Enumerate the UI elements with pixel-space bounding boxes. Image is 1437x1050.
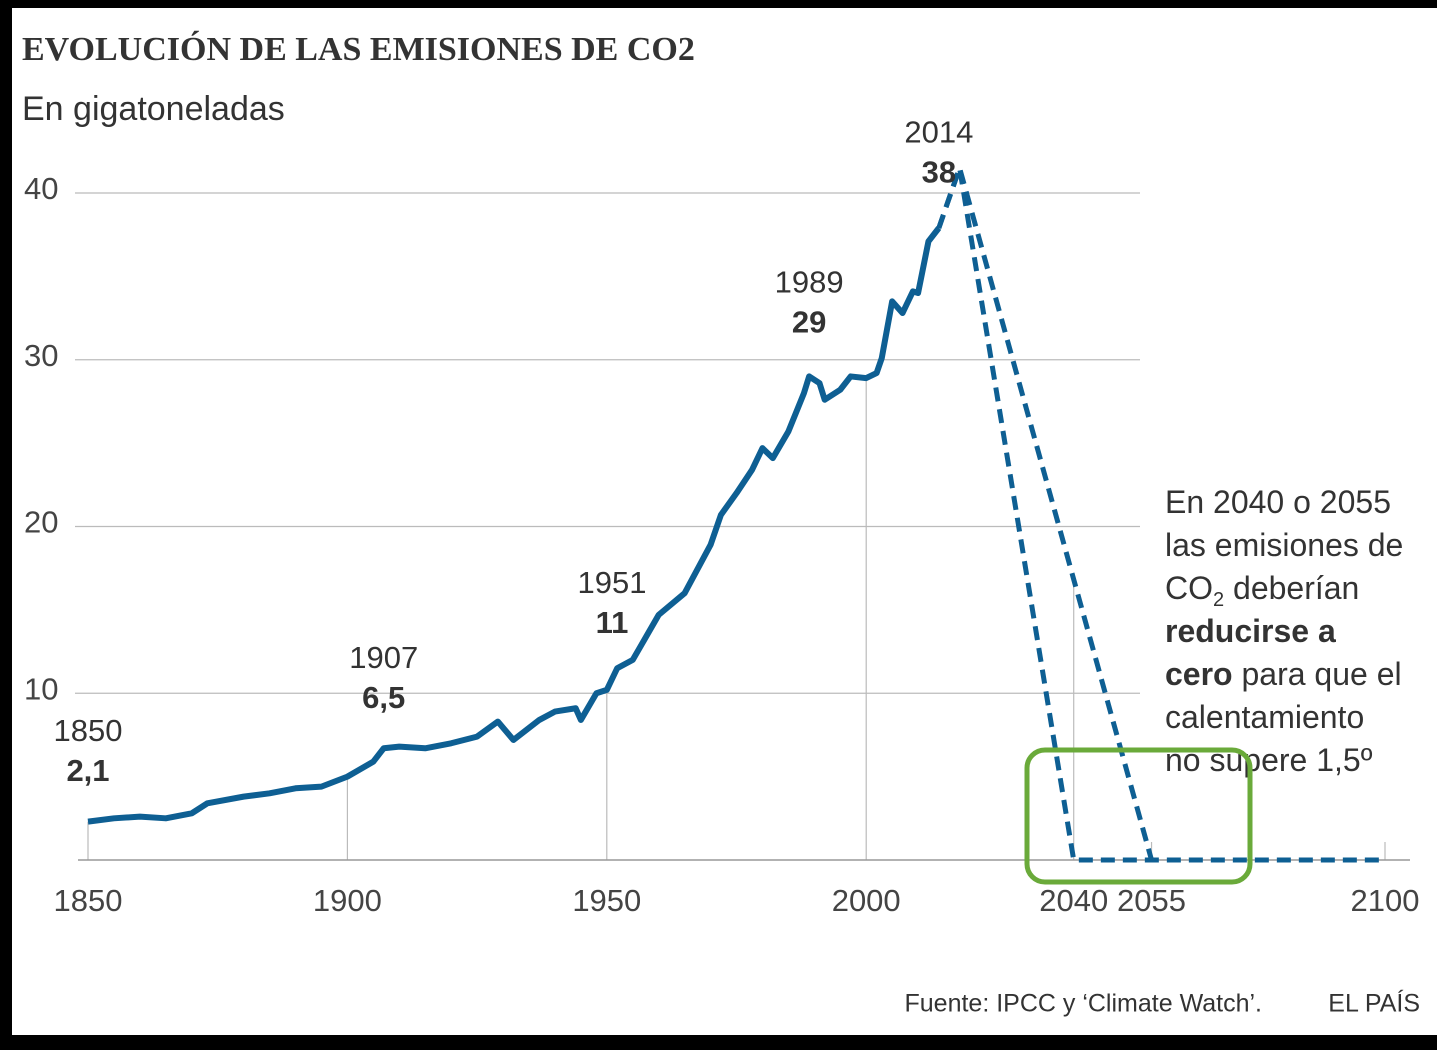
note-line: para que el xyxy=(1233,656,1402,692)
note: cero para que el xyxy=(1165,656,1402,692)
note-bold: reducirse a xyxy=(1165,613,1336,649)
note: CO2 deberían xyxy=(1165,570,1359,611)
y-tick-label: 30 xyxy=(24,338,58,373)
x-tick-label: 2100 xyxy=(1351,883,1420,918)
highlight-box xyxy=(1024,747,1253,885)
source: Fuente: IPCC y ‘Climate Watch’. xyxy=(904,990,1262,1018)
note: En 2040 o 2055 xyxy=(1165,484,1391,520)
annotation-year: 1951 xyxy=(578,565,647,600)
note: calentamiento xyxy=(1165,699,1364,735)
annotation-year: 1850 xyxy=(54,713,123,748)
annotation-value: 11 xyxy=(596,605,629,640)
note-line: En 2040 o 2055 xyxy=(1165,484,1391,520)
background xyxy=(12,8,1437,1035)
x-tick-label: 1900 xyxy=(313,883,382,918)
note-line: calentamiento xyxy=(1165,699,1364,735)
annotation-value: 38 xyxy=(922,155,956,190)
x-tick-label: 1850 xyxy=(54,883,123,918)
note-line: CO xyxy=(1165,570,1213,606)
series-line xyxy=(87,226,942,825)
y-tick-label: 20 xyxy=(24,505,58,540)
annotation-year: 1989 xyxy=(775,265,844,300)
note-line: deberían xyxy=(1224,570,1359,606)
annotation-year: 1907 xyxy=(349,640,418,675)
note-bold: cero xyxy=(1165,656,1233,692)
note: reducirse a xyxy=(1165,613,1336,649)
annotation-value: 6,5 xyxy=(362,680,405,715)
x-tick-label: 2055 xyxy=(1117,883,1186,918)
annotation-value: 29 xyxy=(792,305,826,340)
chart-title: EVOLUCIÓN DE LAS EMISIONES DE CO2 xyxy=(22,30,695,68)
note: las emisiones de xyxy=(1165,527,1403,563)
y-tick-label: 40 xyxy=(24,171,58,206)
x-tick-label: 2040 xyxy=(1039,883,1108,918)
brand: EL PAÍS xyxy=(1328,989,1420,1018)
x-tick-label: 2000 xyxy=(832,883,901,918)
x-tick-label: 1950 xyxy=(572,883,641,918)
note-line: las emisiones de xyxy=(1165,527,1403,563)
chart-subtitle: En gigatoneladas xyxy=(22,90,285,128)
annotation-year: 2014 xyxy=(904,115,973,150)
annotation-value: 2,1 xyxy=(66,753,109,788)
note-sub: 2 xyxy=(1213,589,1224,611)
y-tick-label: 10 xyxy=(24,671,58,706)
